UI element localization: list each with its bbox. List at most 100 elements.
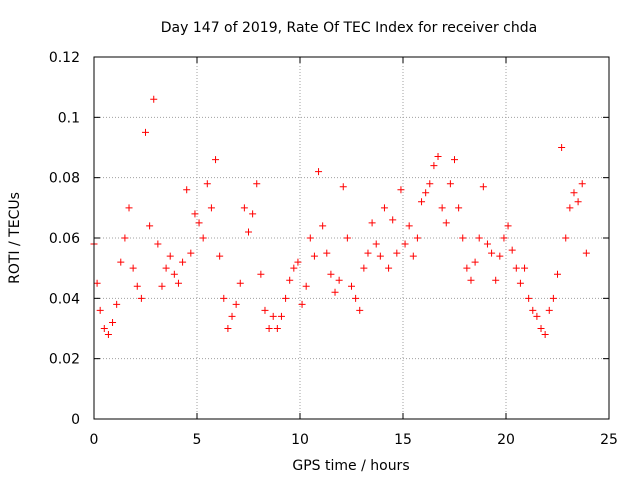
plot-frame <box>93 56 610 420</box>
data-point <box>298 300 306 308</box>
data-point <box>162 264 170 272</box>
data-point <box>574 198 582 206</box>
data-point <box>343 234 351 242</box>
data-point <box>434 153 442 161</box>
data-point <box>331 288 339 296</box>
data-point <box>257 270 265 278</box>
grid-lines <box>94 57 609 419</box>
data-point <box>356 306 364 314</box>
x-tick-label: 15 <box>394 432 412 448</box>
data-point <box>187 249 195 257</box>
data-point <box>142 128 149 136</box>
data-point <box>96 306 104 314</box>
data-point <box>240 204 248 212</box>
data-points <box>90 95 590 339</box>
data-point <box>236 279 244 287</box>
data-point <box>273 325 281 332</box>
data-point <box>352 294 360 302</box>
data-point <box>451 156 458 164</box>
data-point <box>93 279 101 287</box>
data-point <box>582 249 590 257</box>
y-tick-label: 0 <box>71 412 80 428</box>
data-point <box>133 282 141 290</box>
data-point <box>554 270 561 278</box>
data-point <box>438 204 446 212</box>
data-point <box>170 270 178 278</box>
data-point <box>121 234 129 242</box>
data-point <box>401 240 409 248</box>
data-point <box>521 264 529 272</box>
data-point <box>228 312 236 320</box>
data-point <box>286 276 294 284</box>
data-point <box>290 264 298 272</box>
data-point <box>104 331 112 339</box>
data-point <box>516 279 524 287</box>
data-point <box>467 276 475 284</box>
data-point <box>566 204 574 212</box>
data-point <box>475 234 483 242</box>
data-point <box>364 249 372 257</box>
data-point <box>558 144 566 151</box>
data-point <box>541 331 549 339</box>
data-point <box>220 294 228 302</box>
x-tick-label: 0 <box>90 432 99 448</box>
data-point <box>339 183 347 191</box>
x-axis-label: GPS time / hours <box>292 458 409 474</box>
data-point <box>232 300 240 308</box>
data-point <box>100 325 108 332</box>
data-point <box>537 325 545 332</box>
y-tick-label: 0.06 <box>49 231 80 247</box>
data-point <box>294 258 302 266</box>
data-point <box>265 325 273 332</box>
data-point <box>409 252 417 260</box>
data-point <box>212 156 220 164</box>
data-point <box>372 240 380 248</box>
data-point <box>459 234 467 242</box>
data-point <box>154 240 162 248</box>
data-point <box>224 325 232 332</box>
data-point <box>525 294 533 302</box>
data-point <box>137 294 145 302</box>
data-point <box>261 306 269 314</box>
data-point <box>277 312 285 320</box>
data-point <box>504 222 512 230</box>
data-point <box>529 306 537 314</box>
data-point <box>442 219 450 227</box>
chart-title: Day 147 of 2019, Rate Of TEC Index for r… <box>161 20 537 36</box>
data-point <box>380 204 388 212</box>
data-point <box>113 300 121 308</box>
y-tick-label: 0.1 <box>58 110 80 126</box>
data-point <box>166 252 174 260</box>
data-point <box>199 234 207 242</box>
data-point <box>488 249 496 257</box>
data-point <box>327 270 335 278</box>
data-point <box>158 282 166 290</box>
data-point <box>492 276 500 284</box>
data-point <box>562 234 570 242</box>
data-point <box>323 249 331 257</box>
data-point <box>496 252 504 260</box>
y-axis-ticks: 0 0.02 0.04 0.06 0.08 0.1 0.12 <box>49 50 609 428</box>
data-point <box>125 204 133 212</box>
data-point <box>315 168 323 176</box>
data-point <box>253 180 261 188</box>
data-point <box>512 264 520 272</box>
data-point <box>463 264 471 272</box>
data-point <box>249 210 257 218</box>
data-point <box>418 198 426 206</box>
data-point <box>479 183 487 191</box>
data-point <box>183 186 191 194</box>
x-tick-label: 5 <box>193 432 202 448</box>
data-point <box>430 162 438 170</box>
data-point <box>385 264 393 272</box>
data-point <box>389 216 397 224</box>
data-point <box>348 282 355 290</box>
data-point <box>500 234 508 242</box>
data-point <box>426 180 434 188</box>
data-point <box>207 204 215 212</box>
x-tick-label: 25 <box>600 432 618 448</box>
data-point <box>195 219 203 227</box>
data-point <box>455 204 463 212</box>
data-point <box>179 258 187 266</box>
data-point <box>306 234 314 242</box>
